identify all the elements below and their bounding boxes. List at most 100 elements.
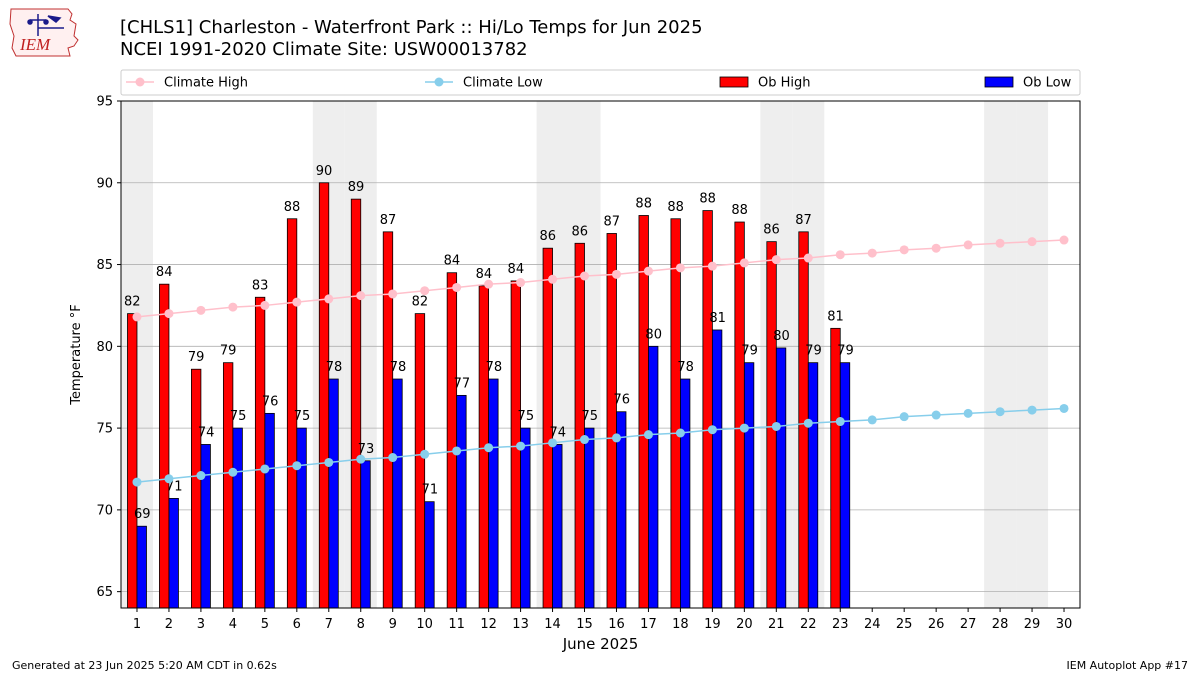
climate-high-point-day-20 — [739, 258, 749, 268]
ob-low-bar-day-9 — [392, 378, 403, 609]
climate-low-point-day-6 — [292, 461, 302, 471]
climate-high-line — [136, 239, 1065, 318]
ob-low-bar-day-11 — [456, 394, 467, 609]
xtick-label: 14 — [544, 617, 561, 632]
climate-low-point-day-30 — [1059, 403, 1069, 413]
climate-low-point-day-7 — [324, 457, 334, 467]
ob-low-label: 78 — [486, 360, 503, 375]
xtick-label: 18 — [672, 617, 689, 632]
climate-low-point-day-13 — [516, 441, 526, 451]
climate-low-point-day-19 — [707, 425, 717, 435]
ob-low-bar-day-18 — [680, 378, 691, 609]
legend-climate-high-marker — [135, 77, 145, 87]
climate-low-point-day-1 — [132, 477, 142, 487]
xtick-label: 24 — [864, 617, 881, 632]
climate-low-point-day-21 — [771, 421, 781, 431]
ob-high-bar-day-20 — [734, 221, 745, 609]
ob-low-label: 80 — [645, 327, 662, 342]
xtick-label: 22 — [800, 617, 817, 632]
ytick-label: 75 — [96, 422, 113, 437]
x-axis-label: June 2025 — [562, 635, 639, 653]
ob-low-bar-day-12 — [488, 378, 499, 609]
weekend-shade-day-28 — [984, 101, 1017, 608]
ob-low-bar-day-23 — [839, 362, 851, 609]
xtick-label: 3 — [197, 617, 205, 632]
climate-high-point-day-21 — [771, 255, 781, 265]
weather-station-icon — [27, 14, 64, 36]
ob-high-label: 90 — [316, 164, 333, 179]
climate-low-point-day-24 — [867, 415, 877, 425]
ob-low-bar-day-13 — [520, 427, 531, 609]
ob-low-bar-day-14 — [552, 444, 563, 609]
legend-climate-high-label: Climate High — [164, 76, 248, 91]
climate-low-point-day-15 — [580, 435, 590, 445]
generated-note: Generated at 23 Jun 2025 5:20 AM CDT in … — [12, 659, 277, 672]
climate-high-point-day-8 — [356, 291, 366, 301]
ob-high-label: 79 — [220, 344, 237, 359]
ob-high-label: 84 — [476, 267, 493, 282]
chart-subtitle: NCEI 1991-2020 Climate Site: USW00013782 — [120, 39, 528, 60]
climate-high-point-day-19 — [707, 261, 717, 271]
ob-low-label: 80 — [773, 329, 790, 344]
ob-low-label: 76 — [262, 394, 279, 409]
climate-low-point-day-20 — [739, 423, 749, 433]
ob-low-bar-day-3 — [200, 444, 211, 609]
ob-low-label: 75 — [518, 409, 535, 424]
xtick-label: 17 — [640, 617, 657, 632]
ob-high-bar-day-2 — [159, 283, 170, 609]
ob-low-label: 73 — [358, 442, 375, 457]
ob-high-label: 89 — [348, 180, 365, 195]
climate-high-point-day-6 — [292, 297, 302, 307]
ob-high-label: 87 — [603, 214, 620, 229]
climate-high-point-day-7 — [324, 294, 334, 304]
y-axis-label: Temperature °F — [69, 304, 84, 405]
ob-low-bar-day-22 — [807, 362, 819, 609]
legend-ob-low-swatch — [984, 76, 1014, 88]
xtick-label: 1 — [133, 617, 141, 632]
climate-high-point-day-29 — [1027, 237, 1037, 247]
climate-low-point-day-27 — [963, 408, 973, 418]
ob-low-bar-day-17 — [648, 345, 659, 609]
xtick-label: 30 — [1056, 617, 1073, 632]
xtick-label: 16 — [608, 617, 625, 632]
climate-high-point-day-22 — [803, 253, 813, 263]
ob-low-bar-day-15 — [584, 427, 595, 609]
climate-high-point-day-27 — [963, 240, 973, 250]
ob-high-label: 81 — [827, 309, 844, 324]
ob-high-label: 82 — [412, 295, 429, 310]
ob-low-label: 81 — [709, 311, 726, 326]
climate-high-point-day-15 — [580, 271, 590, 281]
ob-high-bar-day-5 — [254, 296, 266, 609]
ob-high-label: 84 — [156, 265, 173, 280]
ob-high-label: 79 — [188, 350, 205, 365]
climate-high-point-day-12 — [484, 279, 494, 289]
app-id: IEM Autoplot App #17 — [1066, 659, 1189, 672]
climate-high-point-day-17 — [643, 266, 653, 276]
ob-high-label: 86 — [571, 224, 588, 239]
ob-low-label: 79 — [741, 344, 758, 359]
xtick-label: 13 — [512, 617, 529, 632]
ytick-label: 70 — [96, 503, 113, 518]
ob-low-label: 71 — [166, 479, 183, 494]
xtick-label: 2 — [165, 617, 173, 632]
ob-low-bar-day-10 — [424, 501, 435, 609]
climate-low-point-day-11 — [452, 446, 462, 456]
ob-high-bar-day-4 — [222, 362, 234, 609]
xtick-label: 26 — [928, 617, 945, 632]
climate-low-point-day-22 — [803, 418, 813, 428]
xtick-label: 7 — [325, 617, 333, 632]
ob-low-label: 77 — [454, 376, 471, 391]
xtick-label: 8 — [357, 617, 365, 632]
climate-low-point-day-3 — [196, 471, 206, 481]
ob-high-label: 83 — [252, 278, 269, 293]
climate-low-point-day-2 — [164, 474, 174, 484]
chart-title: [CHLS1] Charleston - Waterfront Park :: … — [120, 17, 703, 38]
climate-high-point-day-11 — [452, 282, 462, 292]
ob-high-bar-day-10 — [414, 313, 426, 609]
ob-high-bar-day-16 — [606, 233, 617, 609]
xtick-label: 15 — [576, 617, 593, 632]
climate-low-point-day-29 — [1027, 405, 1037, 415]
ob-high-label: 88 — [667, 200, 684, 215]
ob-low-bar-day-5 — [264, 412, 275, 609]
